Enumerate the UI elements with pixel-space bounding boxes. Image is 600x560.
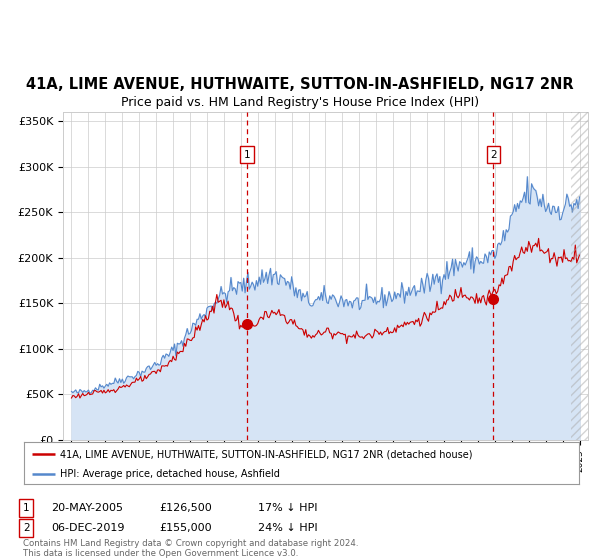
Bar: [571, 112, 588, 440]
Text: Price paid vs. HM Land Registry's House Price Index (HPI): Price paid vs. HM Land Registry's House …: [121, 96, 479, 109]
Text: £126,500: £126,500: [159, 503, 212, 513]
Text: 20-MAY-2005: 20-MAY-2005: [51, 503, 123, 513]
Text: 2: 2: [490, 150, 497, 160]
Text: £155,000: £155,000: [159, 523, 212, 533]
Text: 41A, LIME AVENUE, HUTHWAITE, SUTTON-IN-ASHFIELD, NG17 2NR: 41A, LIME AVENUE, HUTHWAITE, SUTTON-IN-A…: [26, 77, 574, 92]
Text: HPI: Average price, detached house, Ashfield: HPI: Average price, detached house, Ashf…: [60, 469, 280, 479]
Text: 24% ↓ HPI: 24% ↓ HPI: [258, 523, 317, 533]
Text: 41A, LIME AVENUE, HUTHWAITE, SUTTON-IN-ASHFIELD, NG17 2NR (detached house): 41A, LIME AVENUE, HUTHWAITE, SUTTON-IN-A…: [60, 449, 473, 459]
Text: 06-DEC-2019: 06-DEC-2019: [51, 523, 125, 533]
Text: 1: 1: [244, 150, 251, 160]
Text: Contains HM Land Registry data © Crown copyright and database right 2024.
This d: Contains HM Land Registry data © Crown c…: [23, 539, 358, 558]
Text: 1: 1: [23, 503, 29, 513]
Text: 17% ↓ HPI: 17% ↓ HPI: [258, 503, 317, 513]
Text: 2: 2: [23, 523, 29, 533]
